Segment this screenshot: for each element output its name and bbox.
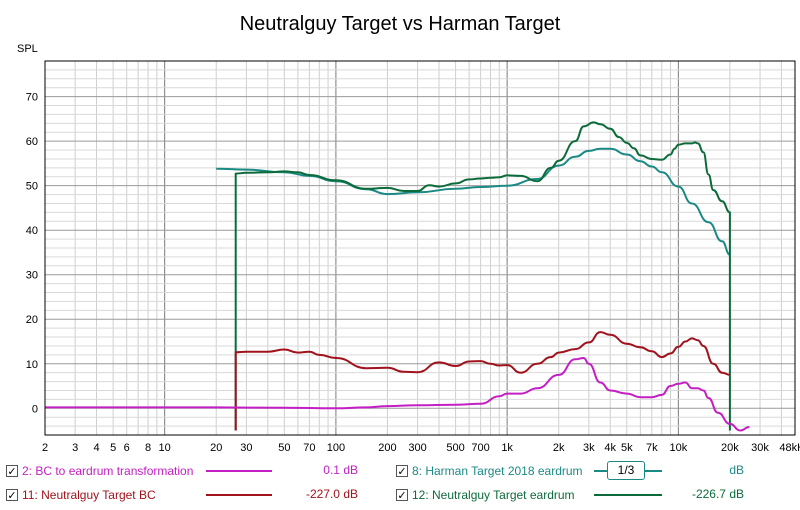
y-tick-label: 30 [26,270,38,282]
x-tick-labels: 2 3 4 5 6 8 10 20 30 50 70 100 200 300 500 700 1k 2k 3k 4k 5… [42,442,800,454]
x-tick-label: 4 [93,442,99,454]
x-tick-label: 5 [110,442,116,454]
x-tick-label: 6 [124,442,130,454]
legend-item-harman-target[interactable]: ✓ 8: Harman Target 2018 eardrum [396,461,583,481]
x-tick-label: 20k [721,442,739,454]
x-tick-label: 1k [501,442,513,454]
legend-item-bc-to-eardrum[interactable]: ✓ 2: BC to eardrum transformation [6,461,193,481]
y-tick-label: 10 [26,359,38,371]
plot-area [44,60,796,436]
legend-value: -226.7 dB [691,487,744,501]
series-layer [44,121,750,432]
x-tick-label: 50 [278,442,290,454]
x-tick-label: 2k [553,442,565,454]
legend-label: 11: Neutralguy Target BC [22,488,156,502]
legend-swatch [206,470,272,472]
x-tick-label: 200 [378,442,396,454]
x-tick-label: 20 [210,442,222,454]
x-tick-label: 3 [72,442,78,454]
y-tick-label: 60 [26,136,38,148]
x-tick-label: 700 [471,442,489,454]
y-tick-label: 40 [26,225,38,237]
x-tick-label: 300 [408,442,426,454]
y-tick-label: 20 [26,314,38,326]
y-tick-label: 70 [26,92,38,104]
y-tick-label: 0 [32,403,38,415]
x-tick-label: 4k [604,442,616,454]
series-line [44,357,750,432]
x-tick-label: 100 [327,442,345,454]
smoothing-indicator[interactable]: 1/3 [607,461,645,480]
y-tick-label: 50 [26,181,38,193]
x-tick-label: 48kHz [779,442,800,454]
legend-swatch [594,494,662,496]
legend-checkbox[interactable]: ✓ [396,489,408,502]
chart-title: Neutralguy Target vs Harman Target [240,13,561,35]
legend-label: 2: BC to eardrum transformation [22,464,194,478]
legend-label: 12: Neutralguy Target eardrum [412,488,575,502]
legend-value: dB [729,463,744,477]
x-tick-label: 8 [145,442,151,454]
y-tick-labels: 0 10 20 30 40 50 60 70 [26,92,38,416]
legend-value: 0.1 dB [323,463,358,477]
x-tick-label: 70 [303,442,315,454]
legend-item-neutralguy-eardrum[interactable]: ✓ 12: Neutralguy Target eardrum [396,485,575,505]
legend-checkbox[interactable]: ✓ [396,465,408,478]
legend-value: -227.0 dB [305,487,358,501]
x-tick-label: 5k [621,442,633,454]
x-tick-label: 500 [446,442,464,454]
legend-swatch [206,494,272,496]
x-tick-label: 2 [42,442,48,454]
x-tick-label: 10 [159,442,171,454]
series-line [234,331,730,431]
y-axis-label: SPL [17,43,38,55]
legend-checkbox[interactable]: ✓ [6,465,18,478]
legend-label: 8: Harman Target 2018 eardrum [412,464,583,478]
x-tick-label: 30 [240,442,252,454]
x-tick-label: 10k [669,442,687,454]
x-tick-label: 3k [583,442,595,454]
x-tick-label: 7k [646,442,658,454]
grid [44,60,795,436]
series-line [234,121,731,431]
legend-checkbox[interactable]: ✓ [6,489,18,502]
x-tick-label: 30k [751,442,769,454]
legend-item-neutralguy-bc[interactable]: ✓ 11: Neutralguy Target BC [6,485,156,505]
